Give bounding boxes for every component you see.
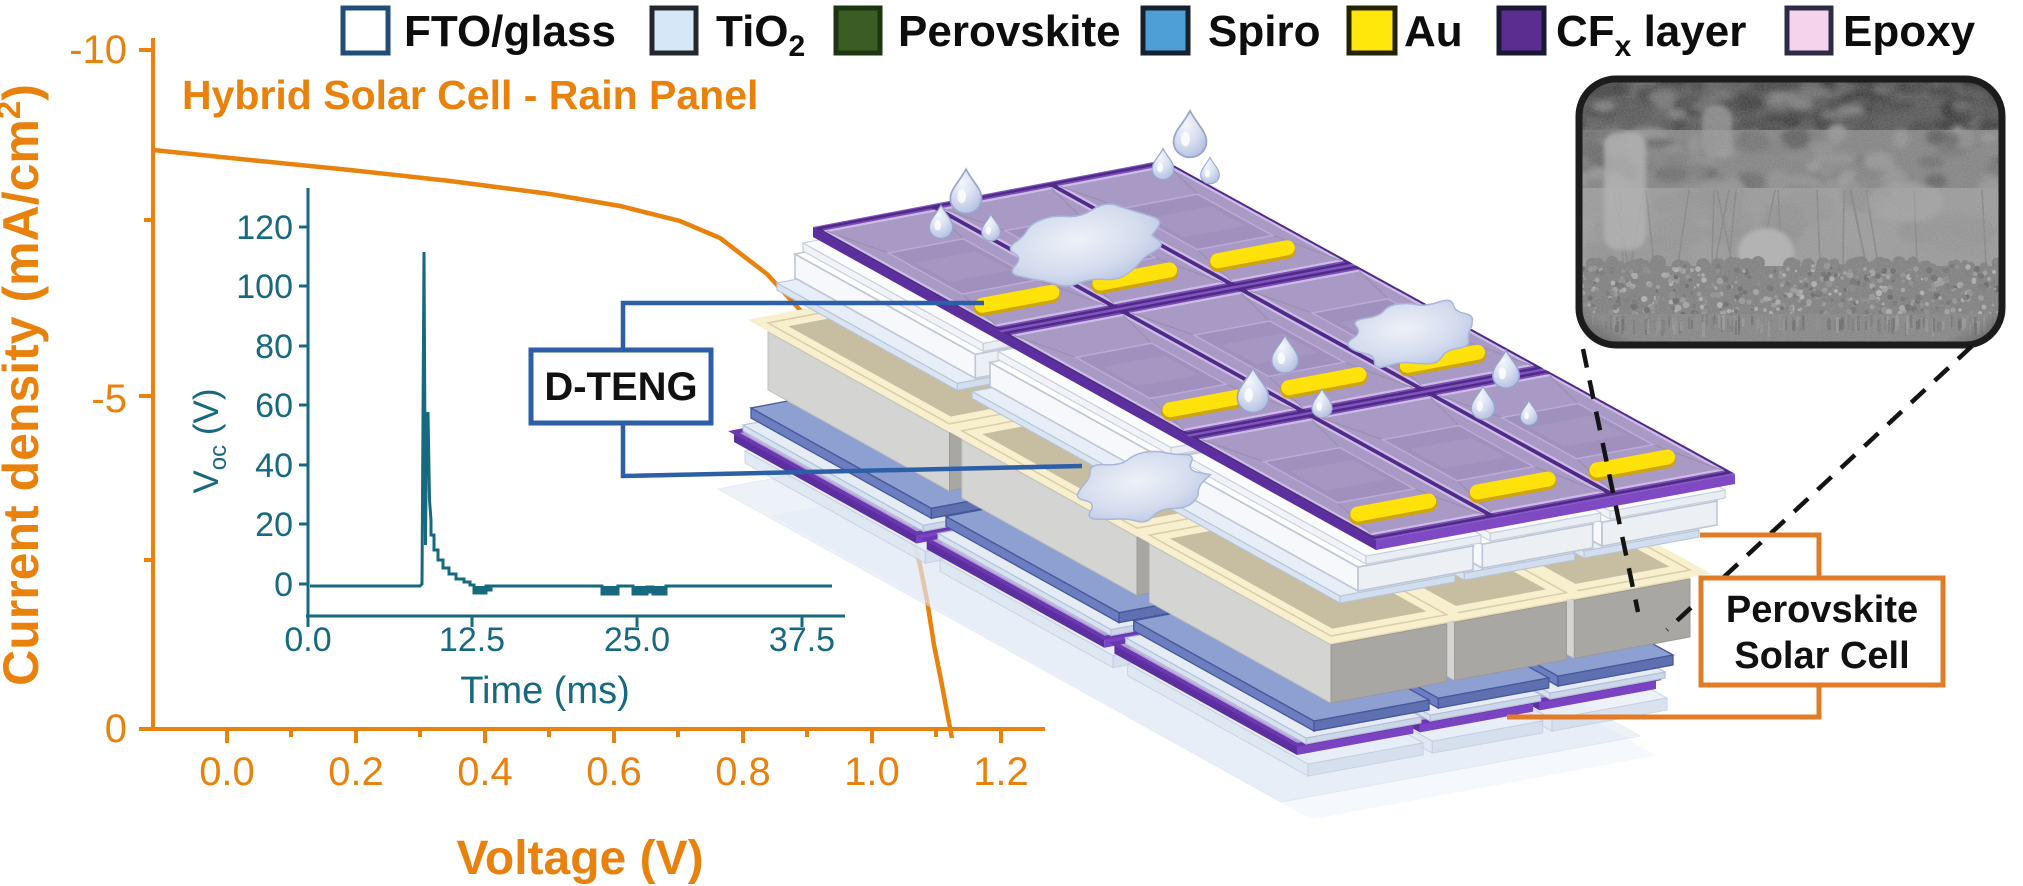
- svg-text:Voc (V): Voc (V): [187, 388, 232, 493]
- svg-text:D-TENG: D-TENG: [544, 365, 697, 409]
- svg-text:Au: Au: [1404, 7, 1463, 56]
- svg-text:0: 0: [105, 707, 127, 751]
- svg-text:80: 80: [255, 328, 293, 366]
- svg-text:0.4: 0.4: [457, 750, 513, 794]
- svg-text:12.5: 12.5: [439, 621, 505, 659]
- svg-text:Time (ms): Time (ms): [460, 670, 630, 712]
- svg-text:Epoxy: Epoxy: [1843, 7, 1976, 56]
- svg-text:Hybrid Solar Cell - Rain Panel: Hybrid Solar Cell - Rain Panel: [182, 72, 758, 118]
- svg-text:25.0: 25.0: [604, 621, 670, 659]
- svg-text:0.0: 0.0: [284, 621, 331, 659]
- svg-text:1.0: 1.0: [844, 750, 900, 794]
- svg-text:0.2: 0.2: [328, 750, 384, 794]
- svg-text:20: 20: [255, 506, 293, 544]
- svg-text:0.8: 0.8: [715, 750, 771, 794]
- svg-text:-10: -10: [69, 28, 127, 72]
- svg-text:0.0: 0.0: [199, 750, 255, 794]
- svg-text:37.5: 37.5: [769, 621, 835, 659]
- svg-text:FTO/glass: FTO/glass: [404, 7, 616, 56]
- svg-text:Current density (mA/cm2): Current density (mA/cm2): [0, 84, 49, 686]
- svg-text:60: 60: [255, 387, 293, 425]
- svg-text:-5: -5: [91, 377, 127, 421]
- svg-text:CFx layer: CFx layer: [1556, 7, 1746, 63]
- svg-text:0.6: 0.6: [586, 750, 642, 794]
- svg-text:Spiro: Spiro: [1208, 7, 1320, 56]
- svg-text:100: 100: [236, 268, 293, 306]
- svg-text:Perovskite: Perovskite: [1726, 589, 1918, 631]
- svg-text:120: 120: [236, 209, 293, 247]
- svg-text:40: 40: [255, 447, 293, 485]
- svg-text:1.2: 1.2: [973, 750, 1029, 794]
- svg-text:Solar Cell: Solar Cell: [1734, 635, 1909, 677]
- svg-text:Perovskite: Perovskite: [898, 7, 1121, 56]
- svg-text:Voltage (V): Voltage (V): [456, 832, 703, 885]
- svg-text:0: 0: [274, 566, 293, 604]
